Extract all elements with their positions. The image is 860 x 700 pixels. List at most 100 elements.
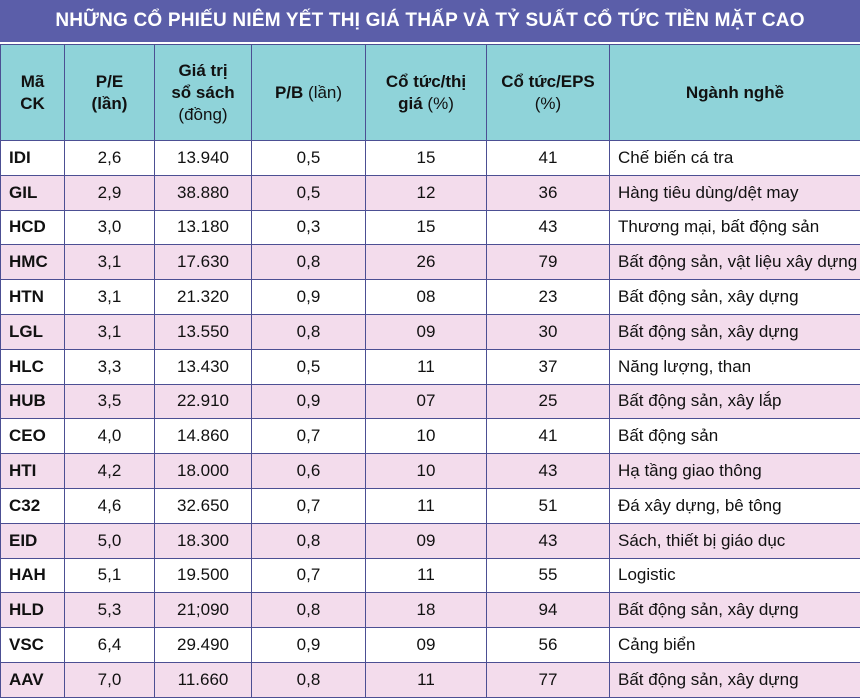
cell-sector: Bất động sản, xây dựng bbox=[609, 592, 860, 629]
cell-code: HMC bbox=[0, 244, 65, 281]
table-row: VSC 6,4 29.490 0,9 09 56 Cảng biển bbox=[0, 627, 860, 663]
cell-pe: 3,1 bbox=[64, 244, 155, 281]
cell-pe: 4,6 bbox=[64, 487, 155, 524]
cell-pb: 0,3 bbox=[251, 209, 366, 246]
cell-sector: Hạ tầng giao thông bbox=[609, 453, 860, 489]
cell-dividend-eps: 37 bbox=[486, 348, 610, 385]
cell-book-value: 14.860 bbox=[154, 418, 252, 455]
cell-sector: Bất động sản bbox=[609, 418, 860, 455]
cell-pe: 3,1 bbox=[64, 313, 155, 350]
cell-pe: 5,3 bbox=[64, 592, 155, 629]
cell-dividend-yield: 18 bbox=[365, 592, 487, 629]
cell-dividend-yield: 09 bbox=[365, 522, 487, 559]
cell-pb: 0,9 bbox=[251, 383, 366, 420]
header-yield-line2: giá bbox=[398, 93, 423, 113]
header-pb: P/B (lần) bbox=[251, 44, 366, 141]
table-header: Mã CK P/E (lần) Giá trị sổ sách (đồng) P… bbox=[0, 44, 860, 141]
cell-book-value: 13.180 bbox=[154, 209, 252, 246]
cell-dividend-eps: 94 bbox=[486, 592, 610, 629]
cell-dividend-eps: 55 bbox=[486, 557, 610, 594]
table-row: AAV 7,0 11.660 0,8 11 77 Bất động sản, xây dựn… bbox=[0, 661, 860, 698]
table-row: HMC 3,1 17.630 0,8 26 79 Bất động sản, vật liệ… bbox=[0, 244, 860, 281]
cell-dividend-yield: 09 bbox=[365, 627, 487, 663]
cell-pe: 3,0 bbox=[64, 209, 155, 246]
cell-code: HCD bbox=[0, 209, 65, 246]
cell-sector: Chế biến cá tra bbox=[609, 140, 860, 176]
cell-dividend-eps: 43 bbox=[486, 209, 610, 246]
table-row: HLC 3,3 13.430 0,5 11 37 Năng lượng, than bbox=[0, 348, 860, 385]
table-row: C32 4,6 32.650 0,7 11 51 Đá xây dựng, bê tông bbox=[0, 487, 860, 524]
stock-table: Mã CK P/E (lần) Giá trị sổ sách (đồng) P… bbox=[0, 44, 860, 698]
cell-book-value: 21.320 bbox=[154, 279, 252, 315]
cell-dividend-yield: 11 bbox=[365, 487, 487, 524]
cell-book-value: 19.500 bbox=[154, 557, 252, 594]
table-title: NHỮNG CỔ PHIẾU NIÊM YẾT THỊ GIÁ THẤP VÀ … bbox=[0, 0, 860, 44]
cell-pb: 0,7 bbox=[251, 418, 366, 455]
cell-pe: 2,9 bbox=[64, 174, 155, 211]
table-row: HLD 5,3 21;090 0,8 18 94 Bất động sản, xây dựn… bbox=[0, 592, 860, 629]
cell-sector: Thương mại, bất động sản bbox=[609, 209, 860, 246]
cell-dividend-yield: 15 bbox=[365, 140, 487, 176]
cell-dividend-yield: 07 bbox=[365, 383, 487, 420]
cell-pe: 7,0 bbox=[64, 661, 155, 698]
cell-dividend-eps: 23 bbox=[486, 279, 610, 315]
cell-pb: 0,8 bbox=[251, 661, 366, 698]
cell-dividend-yield: 08 bbox=[365, 279, 487, 315]
cell-code: HUB bbox=[0, 383, 65, 420]
cell-dividend-eps: 43 bbox=[486, 522, 610, 559]
cell-dividend-yield: 11 bbox=[365, 348, 487, 385]
cell-sector: Bất động sản, xây dựng bbox=[609, 313, 860, 350]
header-dividend-yield: Cổ tức/thị giá (%) bbox=[365, 44, 487, 141]
header-eps-unit: (%) bbox=[534, 93, 562, 113]
cell-dividend-eps: 30 bbox=[486, 313, 610, 350]
cell-sector: Bất động sản, xây lắp bbox=[609, 383, 860, 420]
table-row: IDI 2,6 13.940 0,5 15 41 Chế biến cá tra bbox=[0, 140, 860, 176]
table-row: HAH 5,1 19.500 0,7 11 55 Logistic bbox=[0, 557, 860, 594]
cell-code: VSC bbox=[0, 627, 65, 663]
cell-book-value: 32.650 bbox=[154, 487, 252, 524]
header-pe-line1: P/E bbox=[95, 71, 124, 91]
cell-dividend-yield: 09 bbox=[365, 313, 487, 350]
cell-dividend-yield: 11 bbox=[365, 661, 487, 698]
cell-dividend-eps: 79 bbox=[486, 244, 610, 281]
cell-pb: 0,5 bbox=[251, 348, 366, 385]
header-code: Mã CK bbox=[0, 44, 65, 141]
cell-dividend-eps: 41 bbox=[486, 418, 610, 455]
cell-code: CEO bbox=[0, 418, 65, 455]
header-code-line1: Mã bbox=[20, 71, 45, 91]
cell-book-value: 21;090 bbox=[154, 592, 252, 629]
cell-pb: 0,8 bbox=[251, 313, 366, 350]
cell-dividend-eps: 56 bbox=[486, 627, 610, 663]
table-row: CEO 4,0 14.860 0,7 10 41 Bất động sản bbox=[0, 418, 860, 455]
header-yield-line1: Cổ tức/thị bbox=[385, 71, 467, 91]
table-row: GIL 2,9 38.880 0,5 12 36 Hàng tiêu dùng/dệt ma… bbox=[0, 174, 860, 211]
cell-code: IDI bbox=[0, 140, 65, 176]
cell-book-value: 22.910 bbox=[154, 383, 252, 420]
cell-dividend-yield: 11 bbox=[365, 557, 487, 594]
cell-sector: Sách, thiết bị giáo dục bbox=[609, 522, 860, 559]
header-sector: Ngành nghề bbox=[609, 44, 860, 141]
cell-pe: 3,3 bbox=[64, 348, 155, 385]
cell-book-value: 13.550 bbox=[154, 313, 252, 350]
header-bv-unit: (đồng) bbox=[178, 104, 228, 124]
table-row: HTI 4,2 18.000 0,6 10 43 Hạ tầng giao thông bbox=[0, 453, 860, 489]
cell-pe: 2,6 bbox=[64, 140, 155, 176]
cell-book-value: 13.940 bbox=[154, 140, 252, 176]
cell-dividend-yield: 10 bbox=[365, 453, 487, 489]
cell-book-value: 18.000 bbox=[154, 453, 252, 489]
cell-dividend-yield: 26 bbox=[365, 244, 487, 281]
cell-pb: 0,9 bbox=[251, 627, 366, 663]
cell-code: HLC bbox=[0, 348, 65, 385]
cell-code: HAH bbox=[0, 557, 65, 594]
cell-pb: 0,5 bbox=[251, 174, 366, 211]
cell-sector: Hàng tiêu dùng/dệt may bbox=[609, 174, 860, 211]
cell-code: HTI bbox=[0, 453, 65, 489]
cell-book-value: 13.430 bbox=[154, 348, 252, 385]
cell-dividend-eps: 51 bbox=[486, 487, 610, 524]
cell-code: EID bbox=[0, 522, 65, 559]
cell-pb: 0,7 bbox=[251, 487, 366, 524]
cell-pe: 5,0 bbox=[64, 522, 155, 559]
cell-dividend-yield: 12 bbox=[365, 174, 487, 211]
cell-dividend-eps: 77 bbox=[486, 661, 610, 698]
